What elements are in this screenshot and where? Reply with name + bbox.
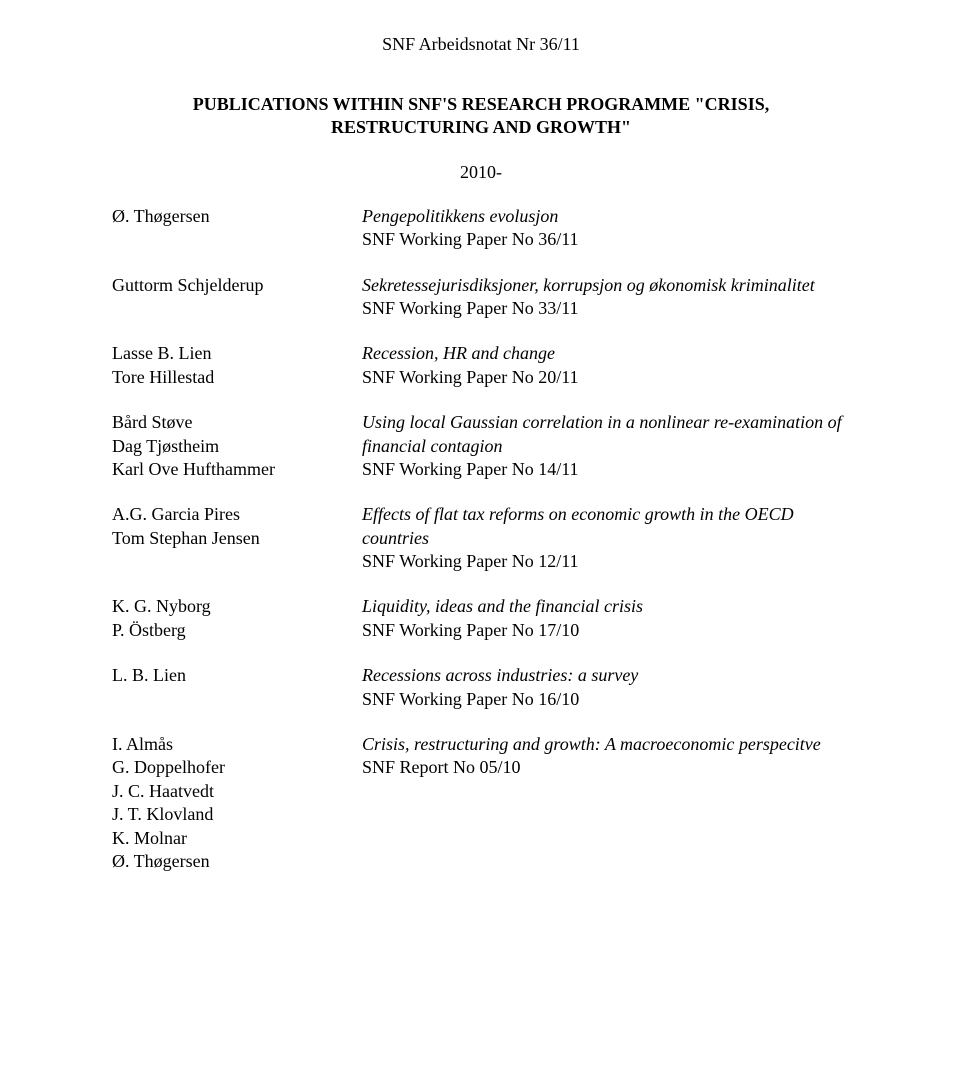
publication-title: Pengepolitikkens evolusjon	[362, 206, 558, 226]
publication-title: Crisis, restructuring and growth: A macr…	[362, 734, 821, 754]
publication-cell: Liquidity, ideas and the financial crisi…	[362, 595, 850, 664]
publication-title: Sekretessejurisdiksjoner, korrupsjon og …	[362, 275, 815, 295]
publication-reference: SNF Working Paper No 16/10	[362, 689, 579, 709]
publication-reference: SNF Working Paper No 17/10	[362, 620, 579, 640]
publication-reference: SNF Working Paper No 14/11	[362, 459, 579, 479]
publication-cell: Sekretessejurisdiksjoner, korrupsjon og …	[362, 274, 850, 343]
author-name: Bård Støve	[112, 411, 362, 434]
author-name: K. G. Nyborg	[112, 595, 362, 618]
authors-cell: A.G. Garcia PiresTom Stephan Jensen	[112, 503, 362, 595]
publication-cell: Recession, HR and change SNF Working Pape…	[362, 342, 850, 411]
author-name: Lasse B. Lien	[112, 342, 362, 365]
authors-cell: L. B. Lien	[112, 664, 362, 733]
authors-cell: Guttorm Schjelderup	[112, 274, 362, 343]
author-name: K. Molnar	[112, 827, 362, 850]
authors-cell: Ø. Thøgersen	[112, 205, 362, 274]
page-running-header: SNF Arbeidsnotat Nr 36/11	[112, 34, 850, 55]
publication-entry: K. G. NyborgP. ÖstbergLiquidity, ideas a…	[112, 595, 850, 664]
author-name: Karl Ove Hufthammer	[112, 458, 362, 481]
publication-title: Recessions across industries: a survey	[362, 665, 638, 685]
author-name: L. B. Lien	[112, 664, 362, 687]
publication-cell: Crisis, restructuring and growth: A macr…	[362, 733, 850, 895]
authors-cell: K. G. NyborgP. Östberg	[112, 595, 362, 664]
publication-reference: SNF Working Paper No 36/11	[362, 229, 579, 249]
section-title-line2: RESTRUCTURING AND GROWTH"	[331, 117, 631, 137]
publication-entry: Bård StøveDag TjøstheimKarl Ove Hufthamm…	[112, 411, 850, 503]
publication-entry: Ø. ThøgersenPengepolitikkens evolusjon SN…	[112, 205, 850, 274]
author-name: A.G. Garcia Pires	[112, 503, 362, 526]
publication-cell: Pengepolitikkens evolusjon SNF Working Pa…	[362, 205, 850, 274]
publication-title: Effects of flat tax reforms on economic …	[362, 504, 794, 547]
publication-cell: Using local Gaussian correlation in a no…	[362, 411, 850, 503]
publication-title: Using local Gaussian correlation in a no…	[362, 412, 842, 455]
publications-table: Ø. ThøgersenPengepolitikkens evolusjonSN…	[112, 205, 850, 896]
author-name: P. Östberg	[112, 619, 362, 642]
publication-reference: SNF Working Paper No 20/11	[362, 367, 579, 387]
publication-entry: Guttorm SchjelderupSekretessejurisdiksjo…	[112, 274, 850, 343]
year-label: 2010-	[112, 162, 850, 183]
authors-cell: Lasse B. LienTore Hillestad	[112, 342, 362, 411]
author-name: Dag Tjøstheim	[112, 435, 362, 458]
publication-entry: L. B. LienRecessions across industries: …	[112, 664, 850, 733]
author-name: Tom Stephan Jensen	[112, 527, 362, 550]
publication-title: Recession, HR and change	[362, 343, 555, 363]
author-name: I. Almås	[112, 733, 362, 756]
author-name: J. C. Haatvedt	[112, 780, 362, 803]
author-name: Ø. Thøgersen	[112, 205, 362, 228]
section-title: PUBLICATIONS WITHIN SNF'S RESEARCH PROGR…	[112, 93, 850, 140]
publication-title: Liquidity, ideas and the financial crisi…	[362, 596, 643, 616]
authors-cell: Bård StøveDag TjøstheimKarl Ove Hufthamm…	[112, 411, 362, 503]
authors-cell: I. AlmåsG. DoppelhoferJ. C. HaatvedtJ. T…	[112, 733, 362, 895]
publication-cell: Recessions across industries: a survey SN…	[362, 664, 850, 733]
publication-reference: SNF Report No 05/10	[362, 757, 521, 777]
publication-entry: I. AlmåsG. DoppelhoferJ. C. HaatvedtJ. T…	[112, 733, 850, 895]
author-name: Guttorm Schjelderup	[112, 274, 362, 297]
publication-reference: SNF Working Paper No 12/11	[362, 551, 579, 571]
author-name: J. T. Klovland	[112, 803, 362, 826]
author-name: G. Doppelhofer	[112, 756, 362, 779]
section-title-line1: PUBLICATIONS WITHIN SNF'S RESEARCH PROGR…	[193, 94, 769, 114]
publication-entry: Lasse B. LienTore HillestadRecession, HR…	[112, 342, 850, 411]
publication-cell: Effects of flat tax reforms on economic …	[362, 503, 850, 595]
publication-entry: A.G. Garcia PiresTom Stephan JensenEffec…	[112, 503, 850, 595]
publication-reference: SNF Working Paper No 33/11	[362, 298, 579, 318]
author-name: Ø. Thøgersen	[112, 850, 362, 873]
author-name: Tore Hillestad	[112, 366, 362, 389]
